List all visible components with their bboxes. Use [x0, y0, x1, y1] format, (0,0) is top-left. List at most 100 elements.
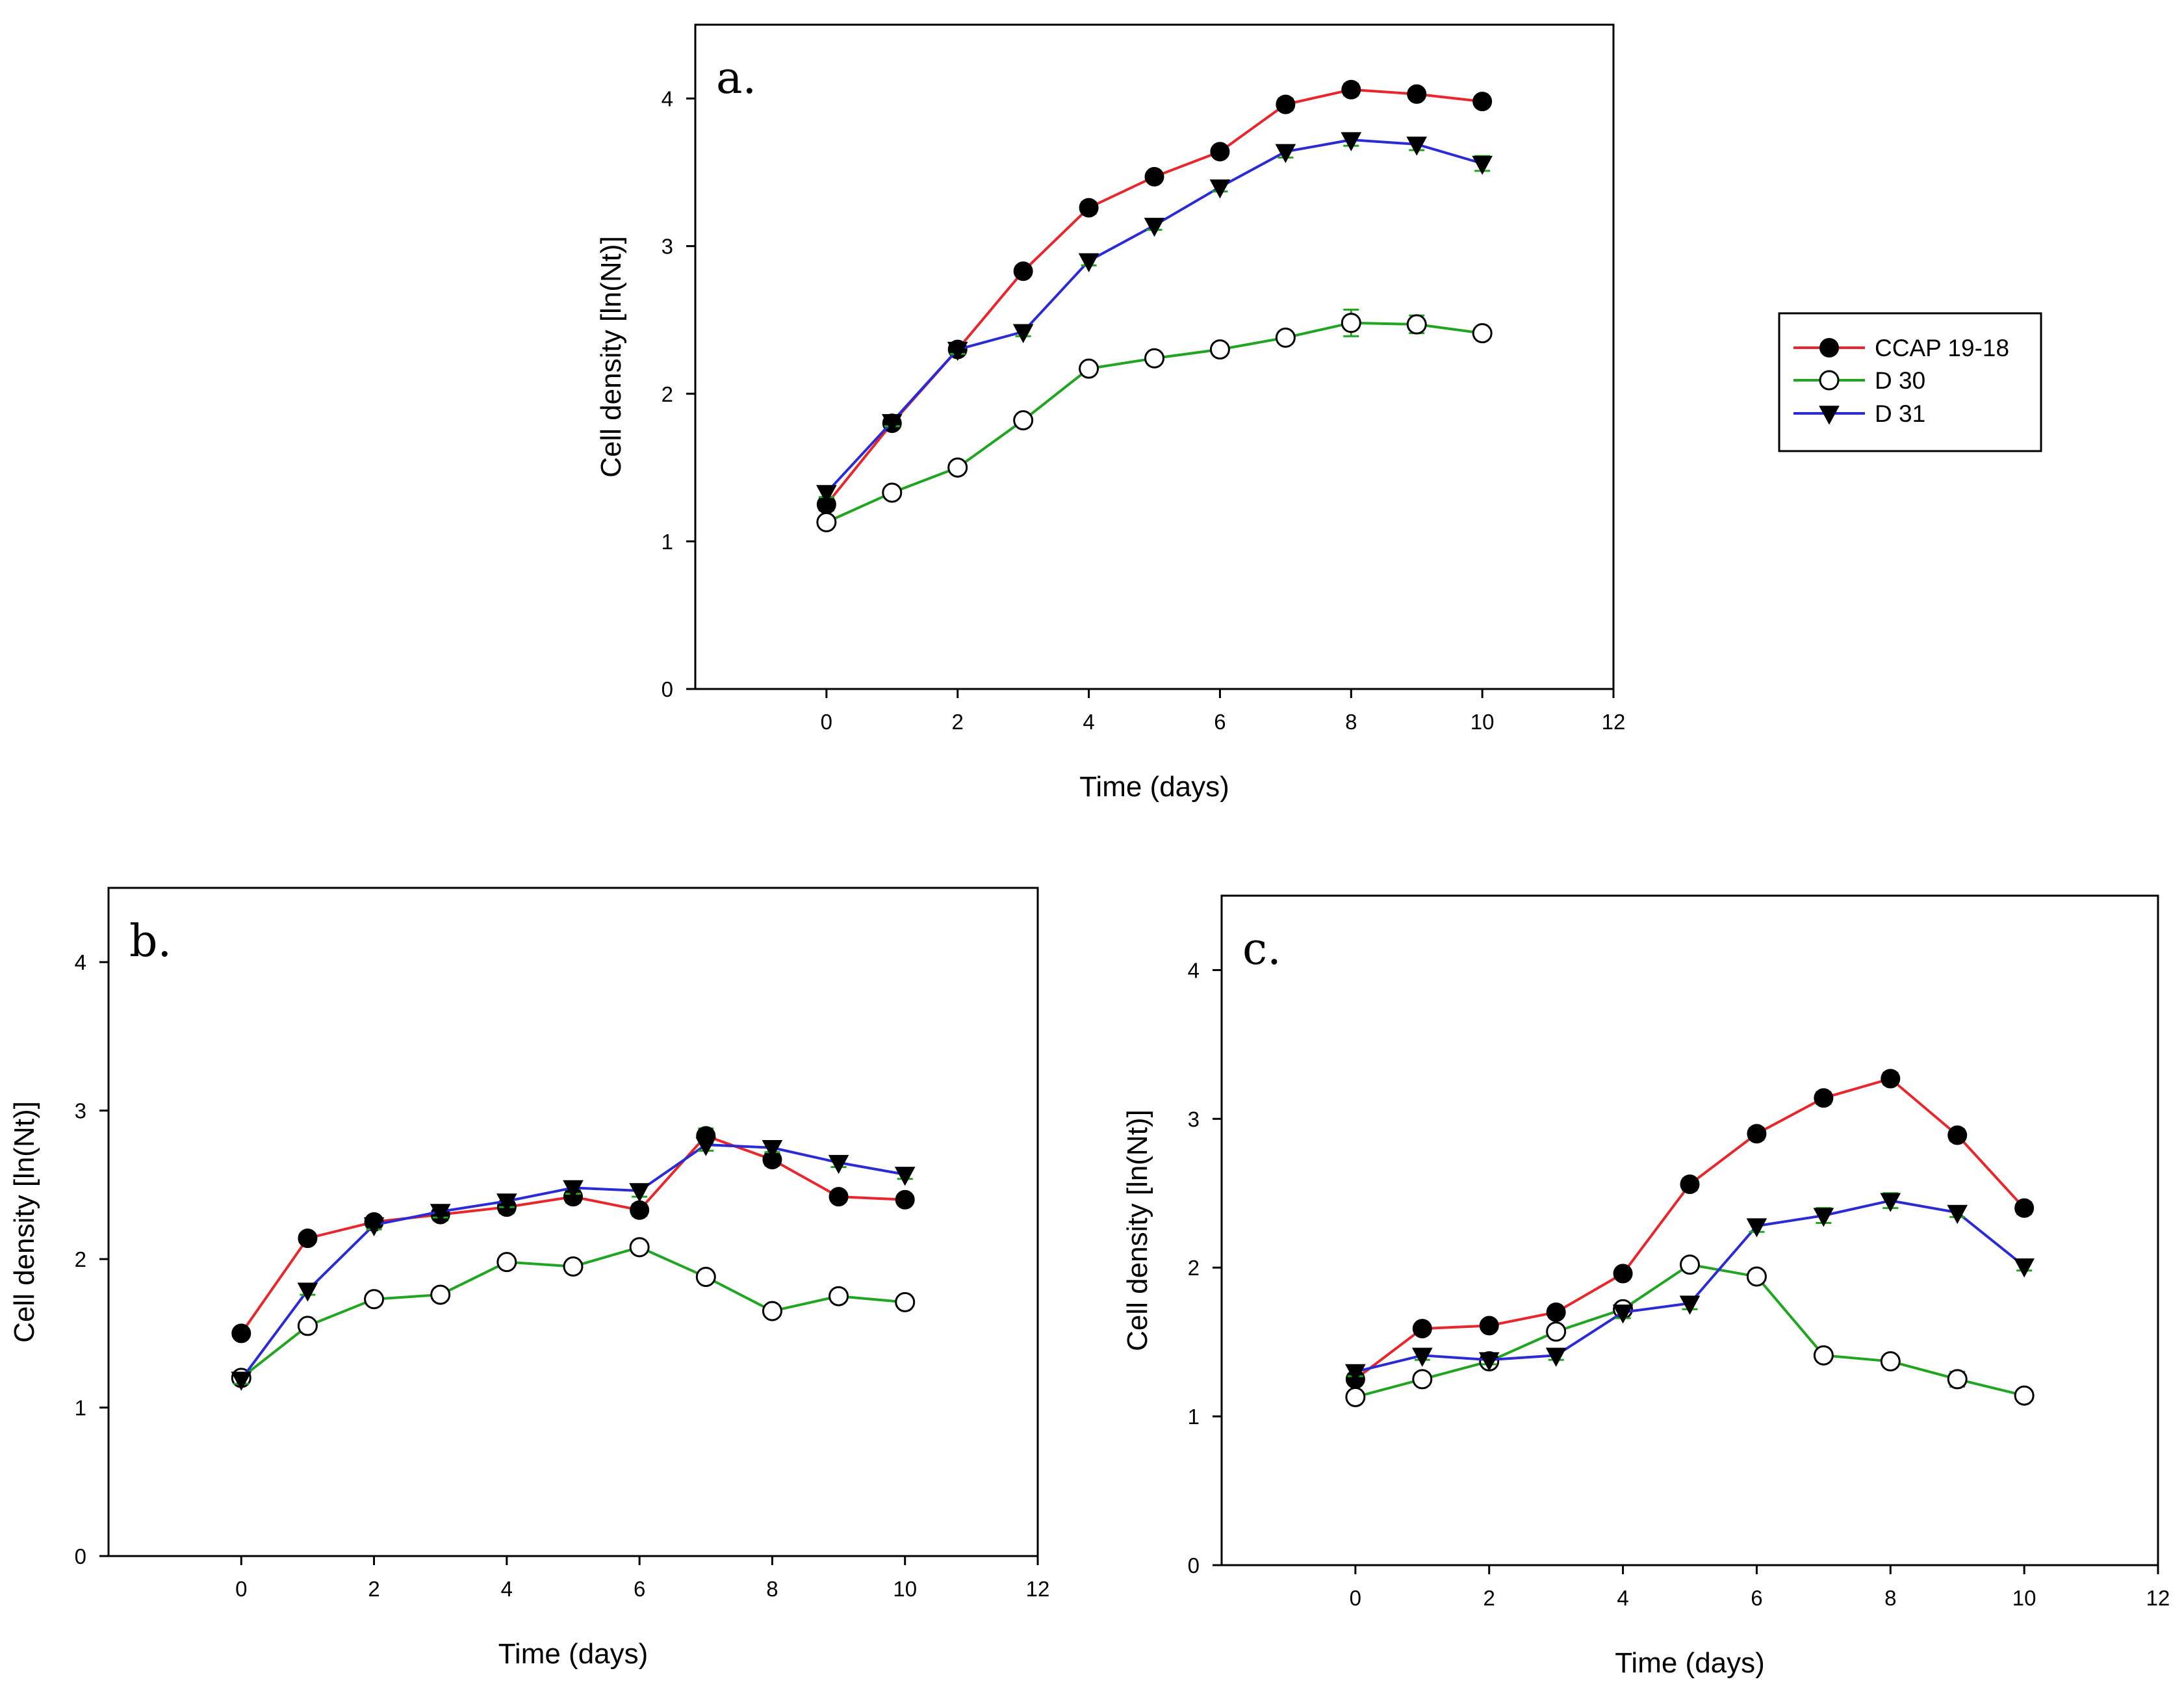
- series-d-31: [1345, 1192, 2035, 1383]
- data-point: [430, 1284, 451, 1305]
- x-tick-label: 8: [1345, 710, 1357, 734]
- legend-item: D 31: [1793, 400, 1925, 427]
- data-point: [1947, 1125, 1968, 1145]
- data-point: [1613, 1264, 1633, 1284]
- data-point: [895, 1292, 916, 1312]
- y-tick-label: 4: [662, 87, 673, 111]
- data-point: [1341, 79, 1361, 99]
- legend-marker: [1819, 370, 1840, 391]
- series-line: [825, 88, 1483, 506]
- series-d-31: [816, 132, 1493, 504]
- x-tick-label: 4: [1083, 710, 1094, 734]
- data-point: [364, 1289, 385, 1310]
- data-point: [1407, 84, 1427, 104]
- data-point: [1947, 1369, 1968, 1390]
- x-tick-label: 8: [1884, 1586, 1896, 1610]
- data-point: [563, 1180, 584, 1200]
- series-d-31: [231, 1137, 916, 1391]
- data-point: [1406, 136, 1428, 156]
- x-tick-label: 6: [1214, 710, 1226, 734]
- data-point: [1012, 324, 1034, 343]
- data-point: [430, 1204, 451, 1223]
- x-tick-label: 6: [1751, 1586, 1762, 1610]
- x-tick-label: 2: [368, 1577, 379, 1601]
- data-point: [695, 1267, 716, 1288]
- legend-label: CCAP 19-18: [1875, 335, 2009, 361]
- data-point: [1275, 327, 1296, 348]
- data-point: [496, 1193, 517, 1213]
- x-tick-label: 0: [235, 1577, 247, 1601]
- data-point: [1209, 339, 1230, 360]
- panel-label: a.: [716, 53, 756, 104]
- data-point: [1472, 92, 1493, 112]
- data-point: [1275, 144, 1296, 163]
- data-point: [1747, 1124, 1767, 1144]
- x-tick-label: 6: [634, 1577, 645, 1601]
- legend-label: D 31: [1875, 400, 1925, 427]
- x-axis-label: Time (days): [498, 1638, 649, 1670]
- x-tick-label: 12: [1602, 710, 1626, 734]
- data-point: [297, 1282, 318, 1302]
- x-tick-label: 10: [2012, 1586, 2036, 1610]
- data-point: [947, 457, 968, 478]
- y-tick-label: 0: [662, 677, 673, 701]
- x-tick-label: 2: [952, 710, 964, 734]
- data-point: [1210, 142, 1230, 162]
- data-point: [2014, 1385, 2035, 1406]
- plot-frame: [1220, 894, 2159, 1566]
- y-tick-label: 4: [1188, 958, 1200, 982]
- data-point: [1209, 179, 1231, 199]
- data-point: [297, 1316, 318, 1336]
- panel-label: b.: [129, 916, 172, 967]
- series-d-30: [231, 1237, 916, 1388]
- data-point: [1680, 1175, 1700, 1195]
- data-point: [1479, 1316, 1499, 1336]
- data-point: [1813, 1345, 1834, 1366]
- y-tick-label: 2: [1188, 1256, 1200, 1280]
- data-point: [762, 1140, 783, 1160]
- x-tick-label: 4: [1617, 1586, 1628, 1610]
- y-tick-label: 1: [662, 530, 673, 554]
- data-point: [1345, 1386, 1366, 1407]
- x-axis-label: Time (days): [1615, 1647, 1765, 1679]
- x-tick-label: 8: [766, 1577, 778, 1601]
- y-tick-label: 3: [1188, 1107, 1200, 1131]
- legend-marker: [1819, 406, 1840, 425]
- x-axis-label: Time (days): [1079, 771, 1229, 803]
- x-tick-label: 0: [1350, 1586, 1361, 1610]
- data-point: [2014, 1258, 2035, 1278]
- data-point: [1341, 313, 1361, 333]
- x-tick-label: 2: [1484, 1586, 1495, 1610]
- series-line: [1354, 1077, 2025, 1381]
- x-tick-label: 12: [2146, 1586, 2170, 1610]
- y-tick-label: 1: [1188, 1405, 1200, 1429]
- data-point: [563, 1256, 584, 1277]
- legend-item: CCAP 19-18: [1793, 335, 2009, 361]
- data-point: [1411, 1347, 1433, 1367]
- data-point: [828, 1154, 849, 1175]
- x-tick-label: 4: [501, 1577, 513, 1601]
- data-point: [1546, 1302, 1566, 1322]
- data-point: [1144, 218, 1165, 237]
- data-point: [629, 1237, 650, 1258]
- x-tick-label: 0: [821, 710, 832, 734]
- data-point: [1406, 314, 1427, 335]
- data-point: [1680, 1254, 1700, 1275]
- plot-frame: [107, 887, 1039, 1557]
- series-ccap-19-18: [231, 1126, 915, 1344]
- y-axis-label: Cell density [ln(Nt)]: [595, 236, 627, 478]
- plot-frame: [694, 23, 1615, 690]
- data-point: [1345, 1364, 1366, 1383]
- data-point: [1079, 198, 1099, 218]
- data-point: [2014, 1198, 2035, 1218]
- data-point: [1412, 1369, 1433, 1390]
- x-tick-label: 10: [893, 1577, 917, 1601]
- data-point: [1144, 166, 1164, 187]
- data-point: [1478, 1352, 1500, 1371]
- data-point: [1880, 1351, 1901, 1371]
- x-tick-label: 12: [1026, 1577, 1050, 1601]
- data-point: [829, 1187, 849, 1207]
